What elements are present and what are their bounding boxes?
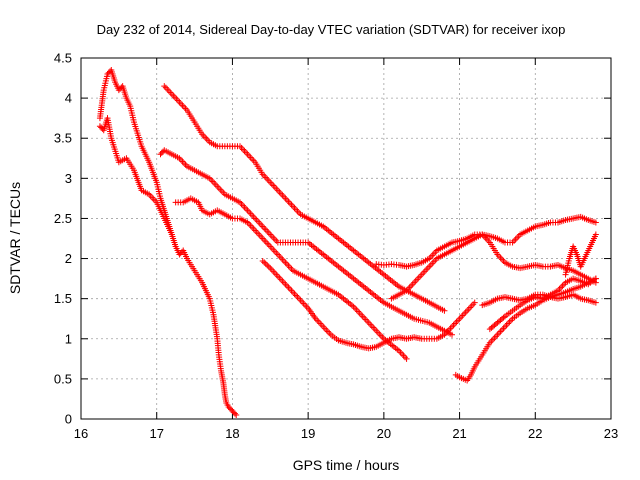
- data-point: [104, 71, 111, 78]
- data-point: [105, 69, 112, 76]
- data-point: [158, 149, 165, 156]
- data-point: [117, 85, 124, 92]
- data-point: [225, 403, 232, 410]
- data-point: [168, 231, 175, 238]
- series-arc-6: [259, 257, 478, 352]
- data-point: [471, 299, 478, 306]
- y-tick-label: 1.5: [54, 291, 72, 306]
- data-point: [403, 355, 410, 362]
- x-tick-label: 20: [377, 426, 391, 441]
- plot-frame: [80, 57, 612, 420]
- series-arc-5: [172, 195, 410, 362]
- series-arc-11: [479, 291, 599, 309]
- series-arc-4: [157, 147, 455, 338]
- data-point: [177, 250, 184, 257]
- y-tick-label: 4: [65, 91, 72, 106]
- data-point: [592, 231, 599, 238]
- x-tick-label: 22: [528, 426, 542, 441]
- x-axis-label: GPS time / hours: [293, 457, 400, 473]
- series-arc-2: [96, 115, 175, 238]
- data-point: [231, 410, 238, 417]
- x-tick-label: 21: [452, 426, 466, 441]
- series-arc-8: [388, 231, 599, 302]
- data-point: [592, 219, 599, 226]
- y-tick-label: 1: [65, 331, 72, 346]
- data-point: [230, 409, 237, 416]
- data-point: [96, 123, 103, 130]
- x-tick-label: 19: [301, 426, 315, 441]
- chart-title: Day 232 of 2014, Sidereal Day-to-day VTE…: [97, 22, 566, 37]
- y-tick-label: 2.5: [54, 211, 72, 226]
- y-tick-label: 0: [65, 412, 72, 427]
- series-arc-12: [562, 231, 599, 278]
- y-tick-label: 3.5: [54, 131, 72, 146]
- x-tick-label: 23: [604, 426, 618, 441]
- series-arc-3: [161, 83, 448, 314]
- data-point: [592, 275, 599, 282]
- data-series: [96, 67, 599, 418]
- series-arc-7: [373, 213, 599, 270]
- data-point: [176, 251, 183, 258]
- data-point: [157, 151, 164, 158]
- data-point: [229, 407, 236, 414]
- data-point: [226, 405, 233, 412]
- series-arc-9: [452, 275, 599, 384]
- data-point: [228, 406, 235, 413]
- y-axis-label: SDTVAR / TECUs: [7, 182, 23, 294]
- y-tick-label: 4.5: [54, 51, 72, 66]
- data-point: [233, 411, 240, 418]
- data-point: [115, 87, 122, 94]
- x-tick-label: 16: [74, 426, 88, 441]
- x-tick-label: 18: [225, 426, 239, 441]
- x-tick-label: 17: [149, 426, 163, 441]
- y-tick-label: 3: [65, 171, 72, 186]
- data-point: [592, 299, 599, 306]
- data-point: [441, 307, 448, 314]
- y-tick-label: 2: [65, 251, 72, 266]
- data-point: [98, 124, 105, 131]
- y-tick-label: 0.5: [54, 371, 72, 386]
- data-point: [449, 331, 455, 338]
